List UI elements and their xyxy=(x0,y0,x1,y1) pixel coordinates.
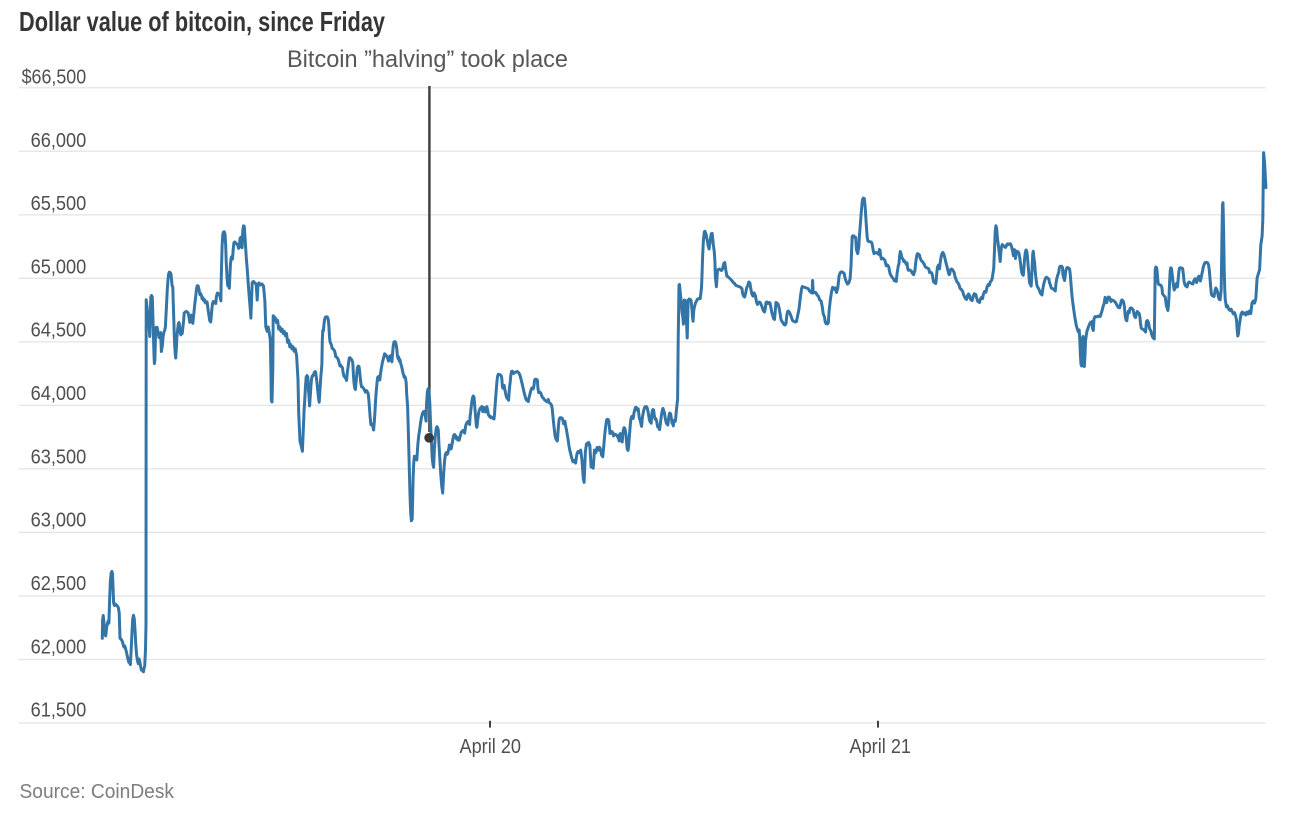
svg-text:64,000: 64,000 xyxy=(31,382,87,405)
svg-text:66,000: 66,000 xyxy=(31,129,87,152)
svg-text:63,500: 63,500 xyxy=(31,445,87,468)
svg-text:62,500: 62,500 xyxy=(31,572,87,595)
svg-text:$66,500: $66,500 xyxy=(22,65,87,88)
svg-text:61,500: 61,500 xyxy=(31,699,87,722)
svg-text:Source: CoinDesk: Source: CoinDesk xyxy=(20,780,175,803)
svg-text:Bitcoin ”halving” took place: Bitcoin ”halving” took place xyxy=(287,46,568,73)
svg-text:April 20: April 20 xyxy=(460,735,522,758)
svg-text:Dollar value of bitcoin, since: Dollar value of bitcoin, since Friday xyxy=(19,6,385,37)
svg-text:April 21: April 21 xyxy=(850,735,912,758)
svg-text:65,500: 65,500 xyxy=(31,192,87,215)
svg-text:65,000: 65,000 xyxy=(31,255,87,278)
svg-text:64,500: 64,500 xyxy=(31,319,87,342)
svg-text:63,000: 63,000 xyxy=(31,509,87,532)
svg-text:62,000: 62,000 xyxy=(31,635,87,658)
